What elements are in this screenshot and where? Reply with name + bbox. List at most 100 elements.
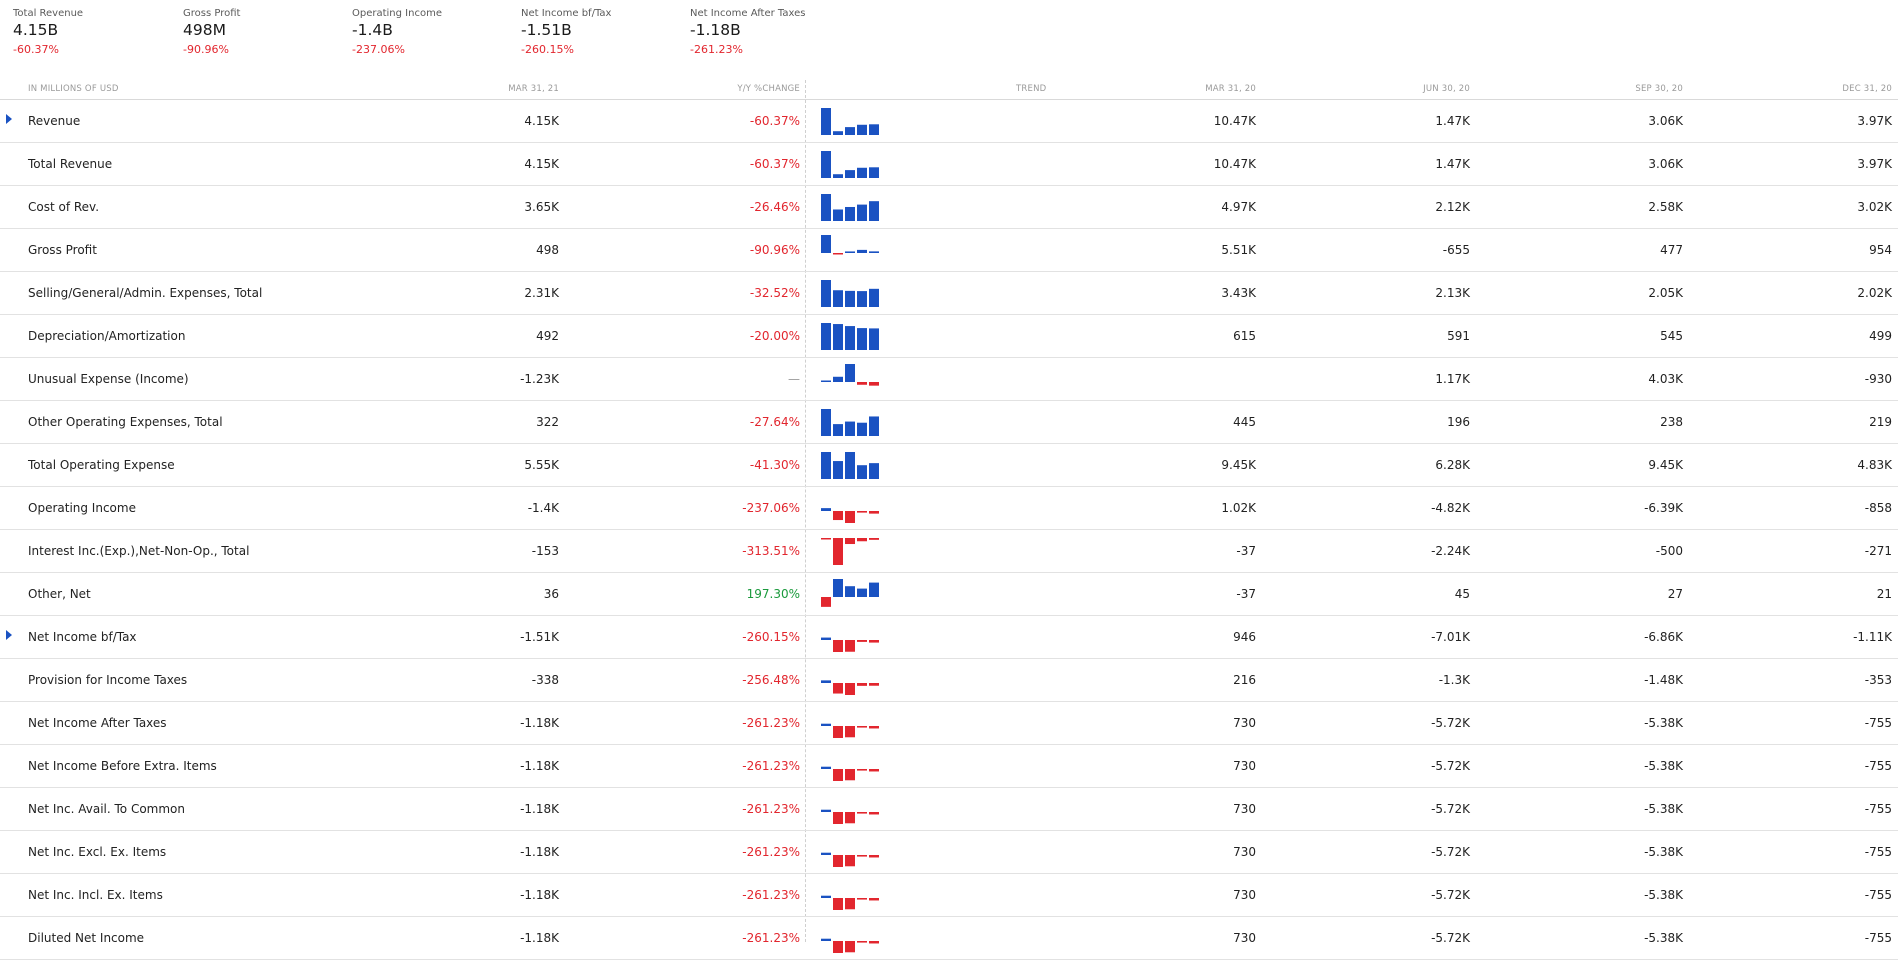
row-label: Total Operating Expense [28, 458, 175, 472]
period-value-cell: -5.72K [1431, 716, 1470, 730]
trend-bar [821, 235, 831, 253]
row-label: Gross Profit [28, 243, 97, 257]
trend-bar [833, 538, 843, 565]
trend-bar [821, 723, 831, 726]
table-row[interactable]: Cost of Rev. 3.65K -26.46% 4.97K 2.12K 2.58K 3… [0, 186, 1898, 229]
row-label: Unusual Expense (Income) [28, 372, 189, 386]
table-row[interactable]: Unusual Expense (Income) -1.23K — 1.17K 4.03… [0, 358, 1898, 401]
current-value-cell: -1.18K [520, 716, 559, 730]
table-row[interactable]: Other, Net 36 197.30% -37 45 27 21 [0, 573, 1898, 616]
expand-caret-icon[interactable] [6, 114, 12, 124]
row-label: Net Income After Taxes [28, 716, 167, 730]
header-yoy-change: Y/Y %CHANGE [737, 84, 800, 94]
trend-bar [821, 151, 831, 178]
trend-bar [857, 204, 867, 221]
trend-bar [857, 291, 867, 307]
table-row[interactable]: Operating Income -1.4K -237.06% 1.02K -4.82K… [0, 487, 1898, 530]
trend-bar [821, 680, 831, 683]
summary-change: -90.96% [183, 43, 229, 56]
trend-bar [833, 726, 843, 738]
period-value-cell: 2.02K [1857, 286, 1892, 300]
table-row[interactable]: Selling/General/Admin. Expenses, Total 2.… [0, 272, 1898, 315]
trend-bar [833, 324, 843, 350]
trend-bar [821, 452, 831, 479]
period-value-cell: 1.17K [1435, 372, 1470, 386]
trend-sparkline [821, 895, 879, 910]
summary-card-gross-profit: Gross Profit 498M -90.96% [183, 8, 240, 56]
table-row[interactable]: Net Inc. Avail. To Common -1.18K -261.23% 7… [0, 788, 1898, 831]
period-value-cell: -5.38K [1644, 716, 1683, 730]
period-value-cell: -755 [1864, 802, 1892, 816]
trend-bar [857, 167, 867, 178]
period-value-cell: -1.48K [1644, 673, 1683, 687]
period-value-cell: 45 [1454, 587, 1470, 601]
trend-bar [845, 640, 855, 652]
table-row[interactable]: Total Operating Expense 5.55K -41.30% 9.45K… [0, 444, 1898, 487]
trend-sparkline [821, 194, 879, 221]
expand-caret-icon[interactable] [6, 630, 12, 640]
table-row[interactable]: Other Operating Expenses, Total 322 -27.64… [0, 401, 1898, 444]
table-row[interactable]: Interest Inc.(Exp.),Net-Non-Op., Total -1… [0, 530, 1898, 573]
current-value-cell: -1.18K [520, 888, 559, 902]
current-value-cell: -1.51K [520, 630, 559, 644]
trend-bar [833, 769, 843, 781]
trend-bar [857, 898, 867, 900]
trend-bar [869, 416, 879, 436]
trend-bar [857, 124, 867, 135]
trend-bar [845, 586, 855, 597]
trend-bar [869, 855, 879, 858]
table-row[interactable]: Total Revenue 4.15K -60.37% 10.47K 1.47K 3.06… [0, 143, 1898, 186]
current-value-cell: 3.65K [524, 200, 559, 214]
trend-bar [869, 124, 879, 135]
table-row[interactable]: Provision for Income Taxes -338 -256.48% 21… [0, 659, 1898, 702]
trend-bar [833, 209, 843, 221]
trend-bar [857, 422, 867, 436]
table-row[interactable]: Depreciation/Amortization 492 -20.00% 615 59… [0, 315, 1898, 358]
table-row[interactable]: Gross Profit 498 -90.96% 5.51K -655 477 954 [0, 229, 1898, 272]
trend-bar [857, 769, 867, 771]
trend-bar [857, 511, 867, 513]
table-row[interactable]: Net Income After Taxes -1.18K -261.23% 730 -… [0, 702, 1898, 745]
trend-bar [821, 538, 831, 540]
period-value-cell: -6.86K [1644, 630, 1683, 644]
trend-bar [869, 538, 879, 540]
trend-sparkline [821, 938, 879, 953]
trend-sparkline [821, 508, 879, 523]
table-row[interactable]: Revenue 4.15K -60.37% 10.47K 1.47K 3.06K 3.97K [0, 100, 1898, 143]
yoy-change-cell: -20.00% [749, 329, 800, 343]
trend-bar [833, 579, 843, 597]
period-value-cell: -5.38K [1644, 845, 1683, 859]
trend-bar [869, 251, 879, 253]
table-row[interactable]: Net Income Before Extra. Items -1.18K -261… [0, 745, 1898, 788]
table-row[interactable]: Net Inc. Incl. Ex. Items -1.18K -261.23% 73… [0, 874, 1898, 917]
trend-sparkline [821, 452, 879, 479]
period-value-cell: -755 [1864, 888, 1892, 902]
trend-bar [821, 280, 831, 307]
period-value-cell: -5.72K [1431, 759, 1470, 773]
period-value-cell: 2.13K [1435, 286, 1470, 300]
summary-change: -261.23% [690, 43, 743, 56]
current-value-cell: -153 [531, 544, 559, 558]
summary-value: 4.15B [13, 21, 59, 39]
trend-bar [821, 852, 831, 855]
trend-sparkline [821, 637, 879, 652]
trend-bar [821, 597, 831, 607]
table-row[interactable]: Diluted Net Income -1.18K -261.23% 730 -5.72… [0, 917, 1898, 960]
period-value-cell: 445 [1233, 415, 1256, 429]
row-label: Cost of Rev. [28, 200, 100, 214]
trend-bar [833, 253, 843, 255]
table-row[interactable]: Net Income bf/Tax -1.51K -260.15% 946 -7.01K… [0, 616, 1898, 659]
period-value-cell: 219 [1869, 415, 1892, 429]
period-value-cell: -655 [1442, 243, 1470, 257]
period-value-cell: -5.72K [1431, 802, 1470, 816]
current-value-cell: 492 [536, 329, 559, 343]
period-value-cell: -4.82K [1431, 501, 1470, 515]
table-row[interactable]: Net Inc. Excl. Ex. Items -1.18K -261.23% 73… [0, 831, 1898, 874]
trend-bar [869, 328, 879, 350]
trend-bar [833, 290, 843, 307]
trend-bar [845, 364, 855, 382]
trend-sparkline [821, 235, 879, 255]
trend-bar [845, 683, 855, 695]
period-value-cell: -1.3K [1438, 673, 1470, 687]
period-value-cell: 730 [1233, 888, 1256, 902]
